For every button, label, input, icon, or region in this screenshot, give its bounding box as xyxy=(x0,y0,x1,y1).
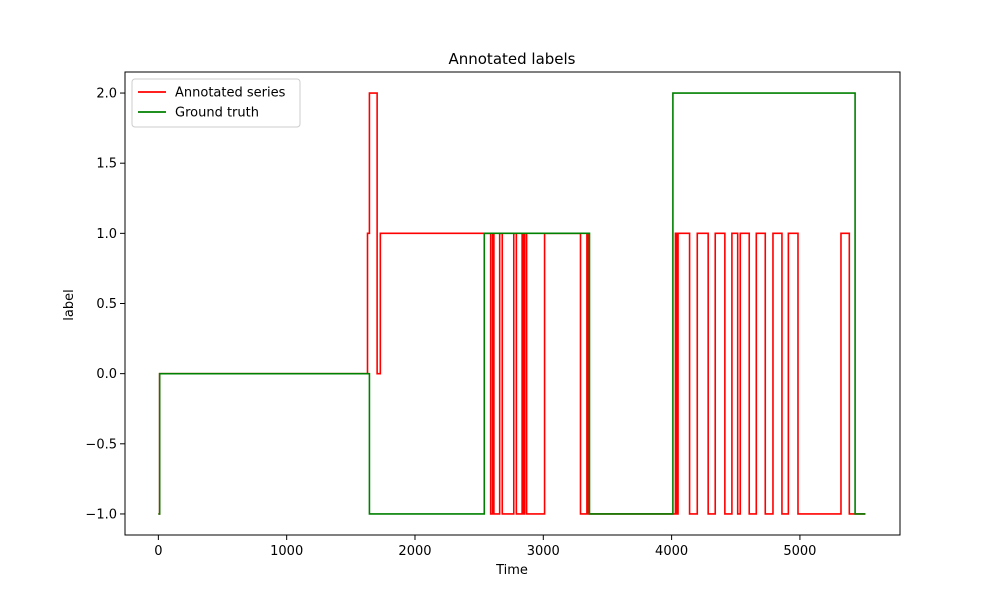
y-tick-label: −0.5 xyxy=(85,437,117,452)
y-axis-title: label xyxy=(62,289,77,320)
x-tick-label: 5000 xyxy=(783,544,816,559)
legend-label: Ground truth xyxy=(175,106,259,121)
y-tick-label: 1.0 xyxy=(96,227,117,242)
axes: 0 1000 2000 3000 4000 5000 −1.0 −0.5 0.0 0.5 1.0 1.… xyxy=(85,71,901,559)
y-tick-label: 0.5 xyxy=(96,297,117,312)
y-tick-label: −1.0 xyxy=(85,507,117,522)
legend: Annotated series Ground truth xyxy=(131,78,301,128)
y-tick-label: 1.5 xyxy=(96,157,117,172)
series-line-2 xyxy=(158,92,866,515)
chart-title: Annotated labels xyxy=(448,50,575,68)
x-axis-title: Time xyxy=(495,563,528,578)
x-tick-label: 3000 xyxy=(527,544,560,559)
x-tick-label: 0 xyxy=(154,544,162,559)
x-tick-label: 1000 xyxy=(270,544,303,559)
x-tick-label: 2000 xyxy=(398,544,431,559)
y-tick-label: 2.0 xyxy=(96,87,117,102)
plot-area xyxy=(158,92,866,515)
legend-label: Annotated series xyxy=(175,86,286,101)
x-tick-label: 4000 xyxy=(655,544,688,559)
legend-box xyxy=(131,78,301,128)
y-tick-label: 0.0 xyxy=(96,367,117,382)
